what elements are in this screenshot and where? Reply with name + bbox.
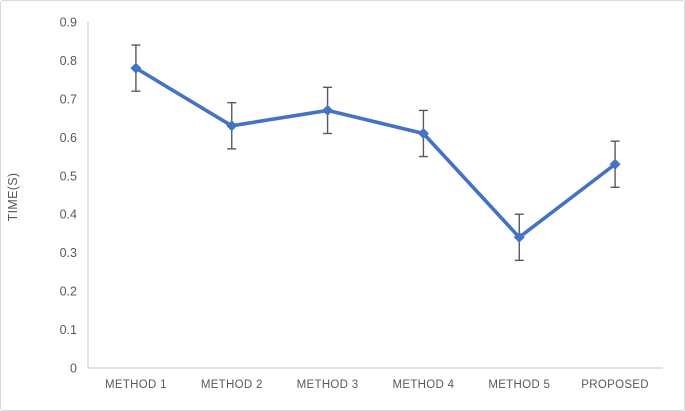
y-tick-label: 0.7 (60, 92, 77, 106)
data-point-marker (226, 120, 238, 132)
data-point-marker (417, 127, 429, 139)
y-tick-label: 0.1 (60, 323, 77, 337)
y-tick-label: 0.5 (60, 169, 77, 183)
y-tick-label: 0.4 (60, 208, 77, 222)
y-tick-label: 0.6 (60, 131, 77, 145)
y-tick-label: 0.3 (60, 246, 77, 260)
y-tick-label: 0.8 (60, 54, 77, 68)
data-point-marker (322, 104, 334, 116)
x-category-label: PROPOSED (581, 379, 649, 391)
x-category-label: METHOD 5 (488, 379, 550, 391)
y-tick-label: 0.2 (60, 285, 77, 299)
y-axis-title: TIME(S) (5, 172, 20, 222)
y-tick-label: 0.9 (60, 16, 77, 30)
data-point-marker (513, 231, 525, 243)
x-category-label: METHOD 2 (201, 379, 263, 391)
y-tick-label: 0 (70, 362, 77, 376)
x-category-label: METHOD 4 (393, 379, 455, 391)
data-point-marker (130, 62, 142, 74)
data-series-line (134, 66, 617, 240)
data-point-marker (609, 158, 621, 170)
x-category-label: METHOD 3 (297, 379, 359, 391)
x-category-label: METHOD 1 (105, 379, 167, 391)
